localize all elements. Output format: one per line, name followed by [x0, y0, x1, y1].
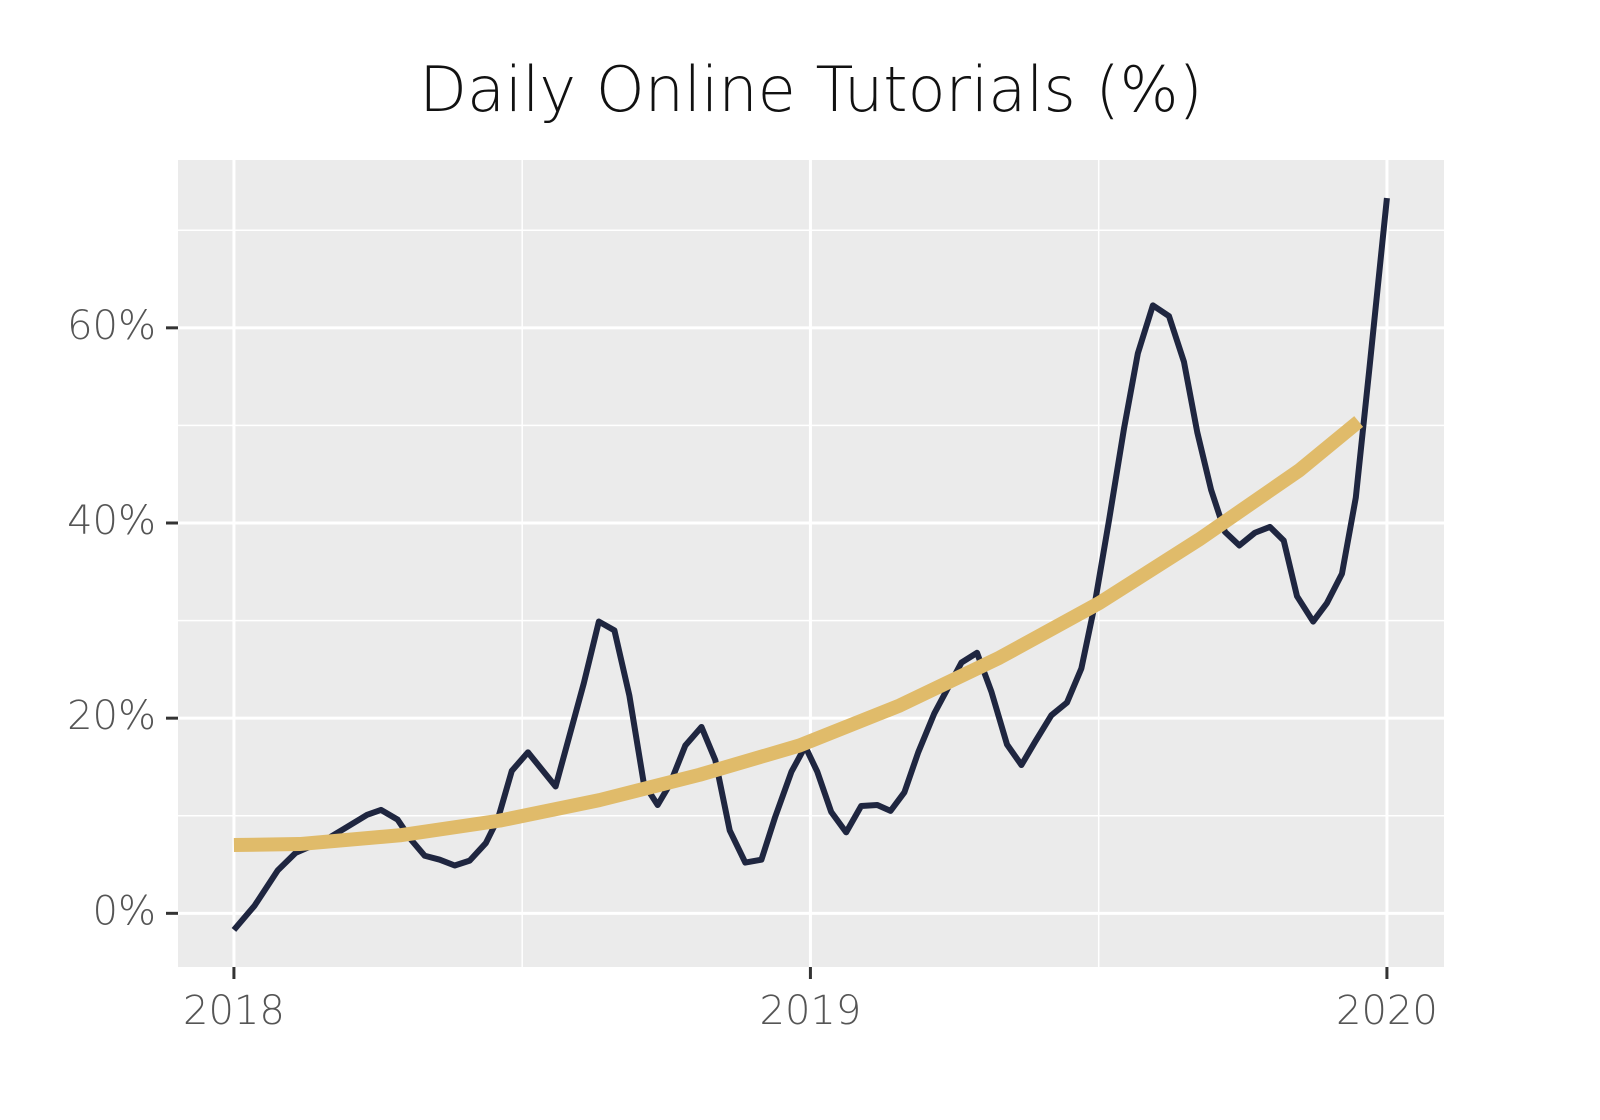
- data-line: [231, 197, 1390, 932]
- x-tick-label: 2020: [1336, 988, 1438, 1034]
- chart-title: Daily Online Tutorials (%): [419, 53, 1203, 126]
- y-tick-label: 0%: [93, 888, 156, 934]
- y-tick-label: 40%: [67, 498, 156, 544]
- y-tick-label: 60%: [67, 303, 156, 349]
- x-tick-label: 2019: [760, 988, 862, 1034]
- y-tick-label: 20%: [67, 693, 156, 739]
- x-tick-label: 2018: [183, 988, 285, 1034]
- trend-line: [233, 416, 1364, 853]
